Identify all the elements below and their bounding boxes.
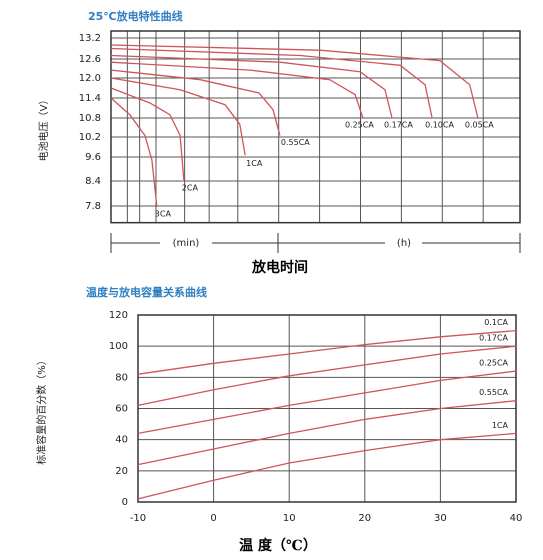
y-tick-label: 9.6: [85, 152, 101, 163]
x-tick-label: 0: [210, 513, 216, 524]
y-tick-label: 120: [109, 310, 128, 321]
y-tick-label: 10.2: [79, 132, 101, 143]
series-line: [110, 47, 433, 119]
series-label: 1CA: [492, 421, 509, 430]
series-label: 2CA: [182, 184, 199, 193]
axis-annotation: (min): [173, 238, 200, 249]
series-line: [110, 97, 158, 207]
y-tick-label: 60: [115, 404, 128, 415]
series-label: 1CA: [246, 159, 263, 168]
series-line: [110, 87, 185, 181]
x-tick-label: 10: [283, 513, 296, 524]
y-tick-label: 100: [109, 341, 128, 352]
chart-title: 温度与放电容量关系曲线: [86, 285, 207, 299]
series-line: [110, 44, 479, 119]
series-line: [110, 54, 393, 119]
y-tick-label: 12.0: [79, 73, 101, 84]
time-axis: [110, 233, 521, 253]
plot-frame: [137, 314, 517, 503]
x-axis-label: 放电时间: [251, 259, 308, 276]
series-line: [110, 77, 246, 156]
series-label: 0.25CA: [479, 359, 508, 368]
y-tick-label: 10.8: [79, 113, 101, 124]
series-label: 0.17CA: [479, 334, 508, 343]
x-tick-label: 40: [510, 513, 523, 524]
series-line: [137, 370, 517, 435]
y-tick-label: 8.4: [85, 176, 101, 187]
series-label: 0.25CA: [345, 121, 374, 130]
y-tick-label: 0: [122, 497, 128, 508]
y-tick-label: 13.2: [79, 33, 101, 44]
x-tick-label: 30: [434, 513, 447, 524]
x-axis-label: 温 度（℃）: [239, 537, 317, 554]
plot-frame: [110, 30, 521, 224]
series-line: [137, 400, 517, 466]
chart-title: 25℃放电特性曲线: [88, 9, 183, 23]
series-label: 3CA: [155, 210, 172, 219]
x-tick-label: 20: [358, 513, 371, 524]
series-label: 0.1CA: [484, 318, 508, 327]
series-label: 0.05CA: [465, 121, 494, 130]
series-label: 0.55CA: [479, 388, 508, 397]
series-label: 0.55CA: [281, 138, 310, 147]
y-tick-label: 80: [115, 372, 128, 383]
series-line: [137, 432, 517, 500]
x-tick-label: -10: [130, 513, 146, 524]
series-line: [110, 61, 364, 119]
y-axis-label: 电池电压（V）: [37, 95, 50, 162]
y-tick-label: 7.8: [85, 201, 101, 212]
y-tick-label: 12.6: [79, 54, 101, 65]
axis-annotation: (h): [397, 238, 411, 249]
series-label: 0.17CA: [384, 121, 413, 130]
y-axis-label: 标准容量的百分数（%）: [35, 355, 48, 465]
series-label: 0.10CA: [425, 121, 454, 130]
series-line: [137, 345, 517, 407]
y-tick-label: 20: [115, 466, 128, 477]
series-line: [110, 69, 281, 136]
y-tick-label: 11.4: [79, 93, 101, 104]
series-line: [137, 329, 517, 375]
y-tick-label: 40: [115, 435, 128, 446]
